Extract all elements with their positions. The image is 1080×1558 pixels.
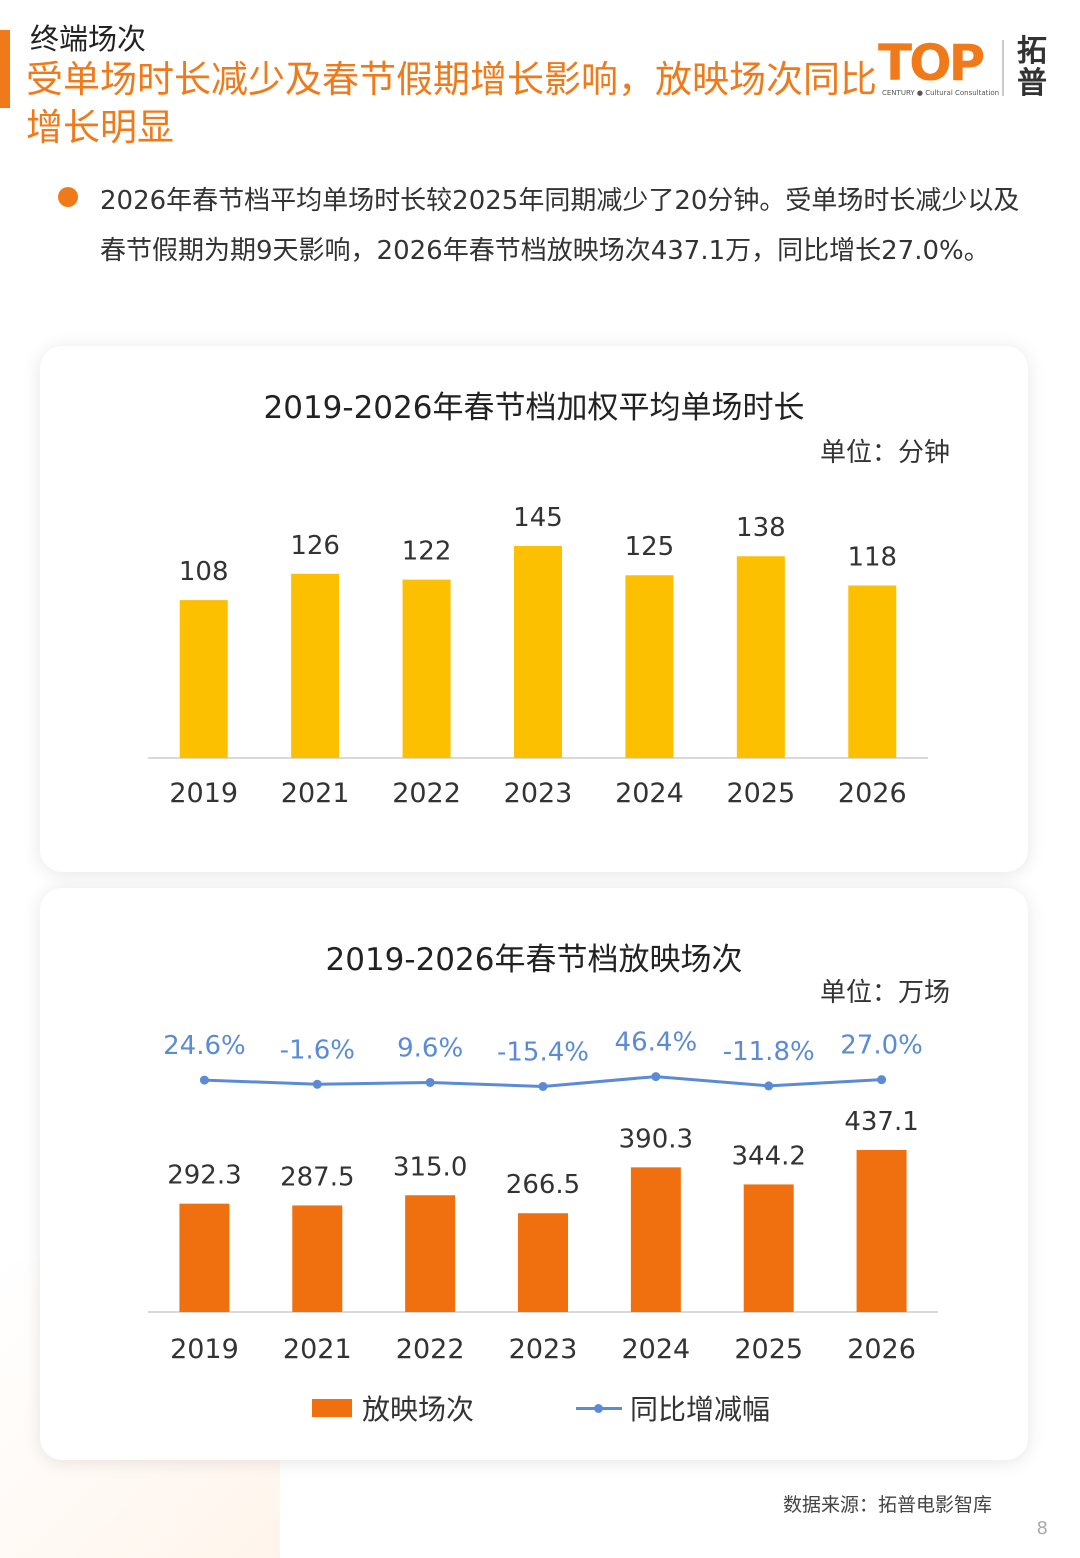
yoy-data-label: -11.8% bbox=[723, 1037, 815, 1067]
x-tick-label: 2026 bbox=[847, 1334, 916, 1365]
duration-bar bbox=[736, 556, 785, 758]
duration-bar bbox=[514, 546, 562, 758]
screenings-data-label: 390.3 bbox=[619, 1124, 693, 1154]
x-tick-label: 2021 bbox=[283, 1334, 352, 1365]
duration-data-label: 125 bbox=[625, 532, 675, 562]
screenings-combo-chart: 24.6% -1.6% 9.6% -15.4% 46.4% -11.8% 27.0% 292.… bbox=[148, 1028, 938, 1365]
duration-data-label: 126 bbox=[290, 531, 340, 561]
screenings-data-label: 437.1 bbox=[844, 1107, 918, 1137]
screenings-chart-card: 2019-2026年春节档放映场次 单位：万场 24.6% -1.6% 9.6% -1… bbox=[40, 888, 1028, 1460]
logo-wordmark: TOP bbox=[878, 34, 985, 92]
duration-data-label: 145 bbox=[513, 503, 563, 533]
x-tick-label: 2022 bbox=[396, 1334, 465, 1365]
yoy-data-label: 24.6% bbox=[163, 1031, 246, 1061]
yoy-point bbox=[312, 1079, 322, 1089]
duration-bar bbox=[848, 585, 897, 758]
screenings-bar bbox=[518, 1213, 568, 1312]
legend-line-swatch bbox=[576, 1399, 622, 1417]
screenings-bar bbox=[743, 1184, 794, 1312]
yoy-point bbox=[199, 1075, 209, 1085]
yoy-data-label: 46.4% bbox=[615, 1028, 698, 1058]
yoy-point bbox=[877, 1075, 887, 1085]
screenings-data-label: 292.3 bbox=[167, 1161, 241, 1191]
bullet-dot-icon bbox=[58, 187, 78, 207]
yoy-point bbox=[425, 1077, 435, 1087]
duration-bar-chart: 108 2019 126 2021 122 2022 145 2023 125 2024 138 20… bbox=[148, 503, 928, 809]
logo-chinese: 拓普 bbox=[1017, 34, 1047, 101]
screenings-data-label: 344.2 bbox=[731, 1141, 805, 1171]
logo-tagline: CENTURY ● Cultural Consultation bbox=[882, 89, 1000, 97]
legend-label-screenings: 放映场次 bbox=[362, 1393, 475, 1426]
duration-bar bbox=[625, 575, 674, 758]
logo-divider bbox=[1002, 40, 1004, 96]
duration-bar bbox=[179, 600, 228, 758]
screenings-bar bbox=[856, 1150, 907, 1312]
x-tick-label: 2023 bbox=[504, 778, 573, 809]
legend-bar-swatch bbox=[312, 1399, 352, 1417]
legend-item-yoy: 同比增减幅 bbox=[576, 1388, 770, 1428]
screenings-chart-unit: 单位：万场 bbox=[820, 978, 951, 1008]
screenings-data-label: 266.5 bbox=[506, 1170, 580, 1200]
yoy-data-label: 9.6% bbox=[397, 1033, 463, 1063]
screenings-bar bbox=[179, 1203, 230, 1312]
duration-chart-card: 2019-2026年春节档加权平均单场时长 单位：分钟 108 2019 126 20… bbox=[40, 346, 1028, 872]
duration-data-label: 118 bbox=[847, 542, 897, 572]
yoy-data-label: 27.0% bbox=[840, 1031, 923, 1061]
yoy-point bbox=[538, 1081, 548, 1091]
screenings-bar bbox=[630, 1167, 681, 1312]
x-tick-label: 2019 bbox=[169, 778, 238, 809]
screenings-bar bbox=[405, 1195, 456, 1312]
brand-logo: TOP CENTURY ● Cultural Consultation 拓普 bbox=[878, 34, 1058, 106]
duration-chart-title: 2019-2026年春节档加权平均单场时长 bbox=[263, 390, 805, 426]
data-source: 数据来源：拓普电影智库 bbox=[782, 1494, 992, 1516]
page-headline: 受单场时长减少及春节假期增长影响，放映场次同比增长明显 bbox=[26, 58, 877, 149]
duration-bar bbox=[402, 579, 451, 758]
legend-label-yoy: 同比增减幅 bbox=[630, 1393, 771, 1426]
screenings-data-label: 315.0 bbox=[393, 1152, 467, 1182]
page-number: 8 bbox=[1036, 1518, 1048, 1539]
x-tick-label: 2025 bbox=[734, 1334, 803, 1365]
duration-bar bbox=[291, 573, 340, 758]
x-tick-label: 2024 bbox=[621, 1334, 690, 1365]
screenings-chart-title: 2019-2026年春节档放映场次 bbox=[325, 942, 743, 978]
duration-data-label: 138 bbox=[736, 513, 786, 543]
yoy-data-label: -15.4% bbox=[497, 1037, 589, 1067]
x-tick-label: 2024 bbox=[615, 778, 684, 809]
x-tick-label: 2019 bbox=[170, 1334, 239, 1365]
summary-text: 2026年春节档平均单场时长较2025年同期减少了20分钟。受单场时长减少以及春… bbox=[100, 186, 1020, 266]
accent-bar bbox=[0, 30, 10, 108]
duration-data-label: 108 bbox=[179, 557, 229, 587]
x-tick-label: 2025 bbox=[726, 778, 795, 809]
yoy-point bbox=[651, 1072, 661, 1082]
screenings-bar bbox=[292, 1205, 343, 1312]
x-tick-label: 2021 bbox=[281, 778, 350, 809]
duration-chart-unit: 单位：分钟 bbox=[820, 438, 951, 468]
yoy-data-label: -1.6% bbox=[280, 1035, 355, 1065]
x-tick-label: 2022 bbox=[392, 778, 461, 809]
section-label: 终端场次 bbox=[30, 22, 147, 56]
x-tick-label: 2023 bbox=[509, 1334, 578, 1365]
duration-data-label: 122 bbox=[402, 537, 452, 567]
x-tick-label: 2026 bbox=[838, 778, 907, 809]
screenings-data-label: 287.5 bbox=[280, 1162, 354, 1192]
legend-item-screenings: 放映场次 bbox=[312, 1388, 474, 1428]
yoy-point bbox=[764, 1081, 774, 1091]
